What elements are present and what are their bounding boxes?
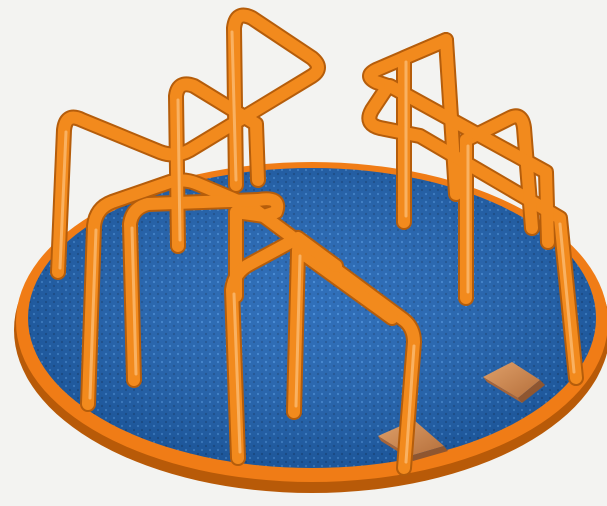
wood-block: [483, 362, 545, 403]
caption-text: [0, 0, 607, 20]
platform-deck-shading: [28, 168, 596, 468]
handle-bars: [50, 7, 584, 476]
